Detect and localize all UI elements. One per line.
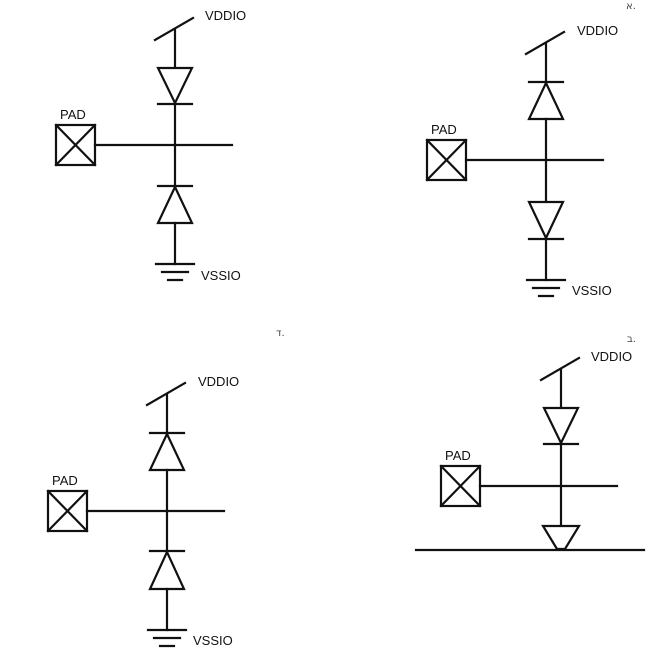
lower-diode <box>541 524 581 551</box>
upper-diode <box>542 406 580 446</box>
vddio-label: VDDIO <box>577 23 618 38</box>
option-label-a: א. <box>626 1 636 12</box>
vddio-label: VDDIO <box>591 349 632 364</box>
pad-label: PAD <box>52 473 78 488</box>
upper-diode <box>156 66 194 106</box>
pad-label: PAD <box>445 448 471 463</box>
circuit-top-left: VDDIO VSSIO PAD <box>54 8 246 283</box>
upper-diode <box>148 431 186 472</box>
vddio-label: VDDIO <box>205 8 246 23</box>
lower-diode <box>527 200 565 241</box>
lower-diode <box>148 549 186 591</box>
circuit-bottom-right: ב. VDDIO PAD <box>414 334 646 552</box>
vddio-label: VDDIO <box>198 374 239 389</box>
option-label-d: ד. <box>276 328 285 339</box>
circuit-bottom-left: ד. VDDIO VSSIO PAD <box>46 328 285 648</box>
vssio-label: VSSIO <box>201 268 241 283</box>
upper-diode <box>527 80 565 121</box>
vssio-label: VSSIO <box>193 633 233 648</box>
lower-diode <box>156 184 194 225</box>
vssio-label: VSSIO <box>572 283 612 298</box>
circuit-top-right: א. VDDIO VSSIO PAD <box>425 1 636 298</box>
pad-label: PAD <box>431 122 457 137</box>
option-label-b: ב. <box>627 334 636 345</box>
pad-label: PAD <box>60 107 86 122</box>
